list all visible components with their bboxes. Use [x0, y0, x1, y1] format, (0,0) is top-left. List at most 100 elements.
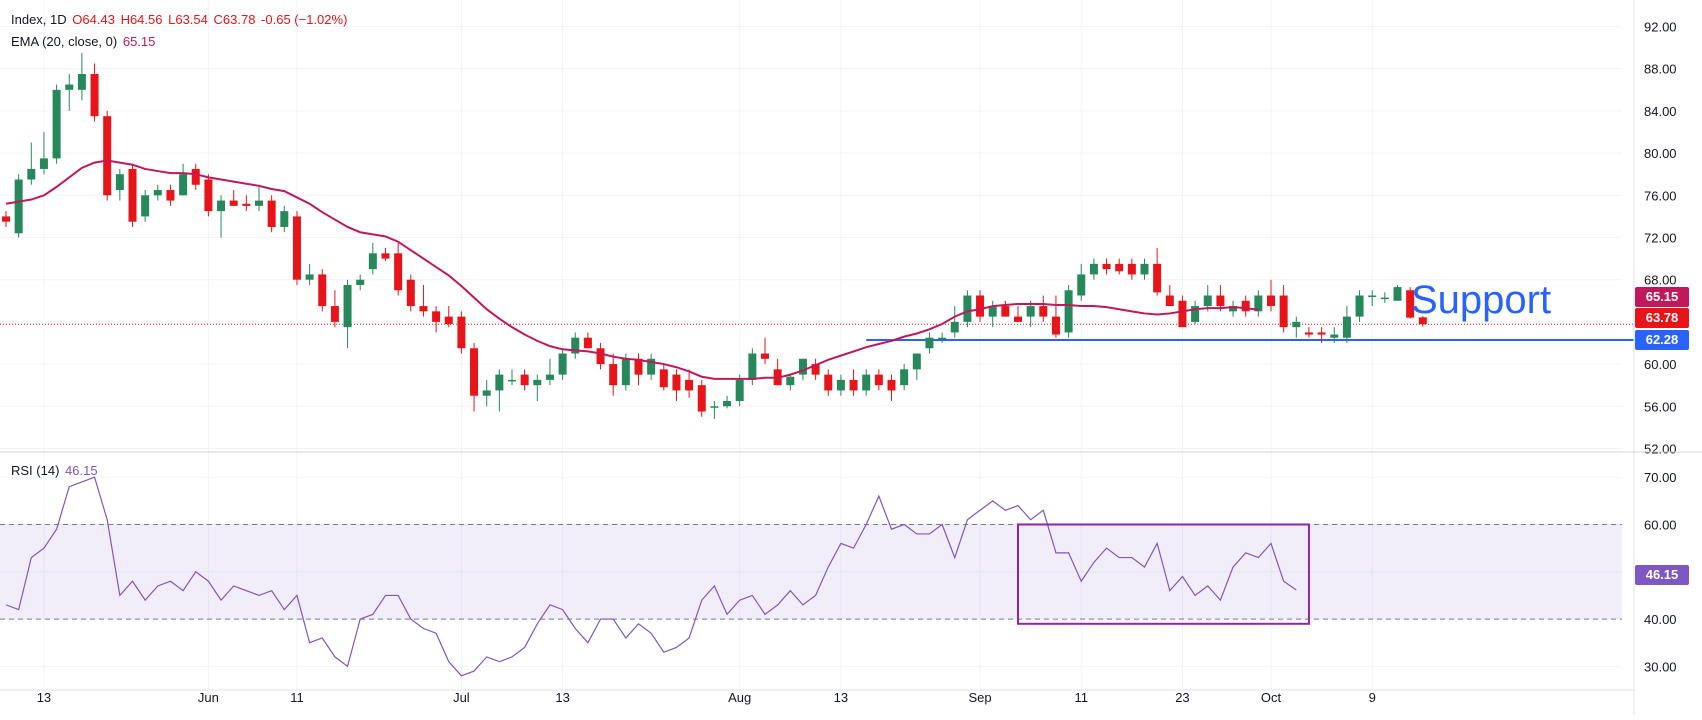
candle-body — [1014, 316, 1022, 322]
candle-body — [204, 179, 213, 212]
candle-body — [925, 337, 934, 349]
candle-body — [432, 311, 441, 322]
candle-body — [976, 295, 985, 317]
candle-body — [482, 390, 491, 396]
candle-body — [1102, 263, 1111, 270]
price-tick-label: 56.00 — [1644, 399, 1677, 414]
date-tick-label: Aug — [728, 690, 751, 705]
candle-body — [723, 400, 732, 407]
candle-body — [330, 306, 339, 322]
candle-body — [191, 168, 200, 185]
candle-body — [356, 279, 365, 285]
rsi-line — [5, 476, 1297, 677]
date-tick-label: Jul — [453, 690, 470, 705]
candle-body — [862, 374, 871, 391]
candle-body — [1191, 306, 1200, 322]
rsi-tick-label: 30.00 — [1644, 659, 1677, 674]
price-tick-label: 72.00 — [1644, 231, 1677, 246]
support-price-badge: 62.28 — [1635, 330, 1689, 350]
ema-layer — [5, 159, 1259, 380]
rsi-value-badge: 46.15 — [1635, 565, 1689, 585]
price-tick-label: 92.00 — [1644, 20, 1677, 35]
candle-body — [761, 353, 769, 359]
date-tick-label: Oct — [1261, 690, 1282, 705]
candle-body — [470, 348, 479, 396]
candle-body — [103, 116, 112, 196]
candle-body — [179, 174, 188, 196]
candle-body — [672, 374, 681, 391]
candle-body — [495, 374, 504, 391]
candle-body — [444, 316, 453, 324]
high-value: H64.56 — [120, 12, 163, 27]
candle-body — [1089, 263, 1098, 275]
candle-body — [1153, 263, 1162, 293]
candle-body — [90, 74, 99, 117]
support-layer — [0, 323, 1634, 342]
candle-body — [1342, 316, 1351, 338]
candle-body — [545, 374, 554, 380]
candle-body — [1115, 263, 1124, 272]
date-tick-label: 9 — [1369, 690, 1376, 705]
last-price-badge: 63.78 — [1635, 308, 1689, 328]
candle-body — [849, 379, 858, 391]
candle-body — [609, 364, 618, 386]
candle-body — [457, 316, 466, 349]
rsi-legend: RSI (14) 46.15 — [11, 463, 100, 478]
candle-body — [748, 353, 757, 380]
candle-body — [1077, 274, 1086, 296]
candle-body — [520, 374, 529, 386]
date-tick-label: Jun — [198, 690, 219, 705]
rsi-tick-label: 60.00 — [1644, 517, 1677, 532]
candle-body — [14, 179, 23, 234]
candle-body — [406, 279, 415, 307]
candle-body — [938, 337, 947, 340]
candle-body — [571, 337, 580, 354]
candle-body — [1393, 287, 1402, 301]
candle-body — [39, 158, 48, 169]
candle-body — [2, 216, 10, 222]
candle-body — [229, 200, 238, 206]
ema-price-badge: 65.15 — [1635, 287, 1689, 307]
price-tick-label: 68.00 — [1644, 273, 1677, 288]
candle-body — [798, 358, 807, 375]
date-tick-label: 13 — [37, 690, 51, 705]
candle-body — [1406, 290, 1415, 318]
candle-body — [912, 353, 921, 370]
low-value: L63.54 — [168, 12, 208, 27]
change-value: -0.65 (−1.02%) — [261, 12, 348, 27]
candle-body — [1418, 317, 1427, 325]
date-tick-label: 13 — [555, 690, 569, 705]
candle-body — [368, 253, 377, 270]
rsi-layer — [5, 476, 1310, 677]
candle-body — [596, 348, 605, 365]
ema-legend-value: 65.15 — [122, 34, 156, 49]
price-tick-label: 52.00 — [1644, 441, 1677, 456]
candle-body — [1380, 297, 1389, 300]
candle-body — [242, 203, 251, 206]
candle-body — [280, 211, 289, 227]
candle-body — [292, 216, 301, 280]
candle-body — [1203, 295, 1212, 307]
candle-body — [115, 174, 124, 191]
candle-body — [419, 306, 428, 312]
candle-body — [128, 168, 137, 222]
rsi-band-layer — [0, 523, 1622, 620]
symbol-label: Index, 1D — [11, 12, 67, 27]
rsi-band — [0, 524, 1622, 620]
price-tick-label: 60.00 — [1644, 357, 1677, 372]
ema-line — [5, 159, 1259, 380]
candle-body — [836, 379, 845, 391]
candle-body — [1001, 306, 1010, 317]
candle-body — [685, 379, 694, 391]
candle-body — [1039, 306, 1048, 317]
candle-body — [1241, 300, 1250, 312]
candle-body — [1178, 300, 1187, 328]
candle-body — [1064, 290, 1073, 333]
candle-body — [874, 374, 883, 386]
candle-body — [52, 89, 61, 159]
candle-body — [1317, 332, 1326, 335]
candle-body — [697, 385, 706, 412]
candle-body — [950, 321, 959, 333]
